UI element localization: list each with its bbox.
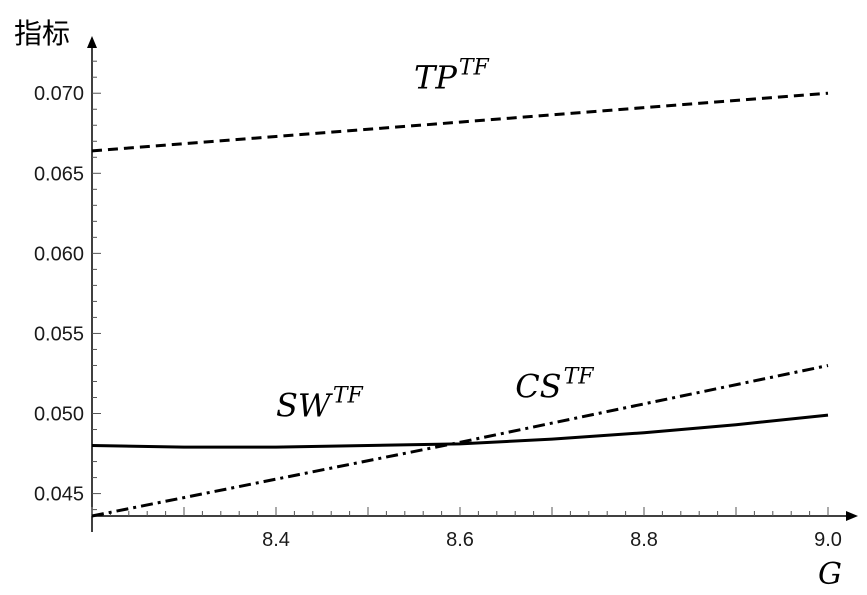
x-axis: 8.4 8.6 8.8 9.0 xyxy=(91,507,858,551)
series-label-sw: SWTF xyxy=(276,384,363,425)
x-tick-label: 8.6 xyxy=(446,529,474,551)
y-tick-label: 0.050 xyxy=(34,404,84,426)
y-tick-label: 0.060 xyxy=(34,243,84,265)
x-tick-label: 8.8 xyxy=(630,529,658,551)
y-tick-label: 0.070 xyxy=(34,83,84,105)
series-lines xyxy=(91,91,829,518)
series-labels: TPTF SWTF CSTF xyxy=(276,55,594,424)
y-tick-label: 0.045 xyxy=(34,484,84,506)
y-axis-arrow xyxy=(87,36,97,48)
y-axis: 0.045 0.050 0.055 0.060 0.065 0.070 xyxy=(34,36,101,532)
y-tick-label: 0.055 xyxy=(34,323,84,345)
x-tick-label: 8.4 xyxy=(262,529,290,551)
y-tick-label: 0.065 xyxy=(34,163,84,185)
x-tick-label: 9.0 xyxy=(814,529,842,551)
series-label-tp: TPTF xyxy=(414,55,490,96)
series-line-sw xyxy=(91,413,829,449)
series-line-cs xyxy=(91,364,829,518)
x-axis-arrow xyxy=(846,511,858,521)
series-line-tp xyxy=(91,91,829,153)
y-axis-title: 指标 xyxy=(14,17,70,50)
x-axis-title: G xyxy=(818,557,842,592)
series-label-cs: CSTF xyxy=(515,364,594,405)
